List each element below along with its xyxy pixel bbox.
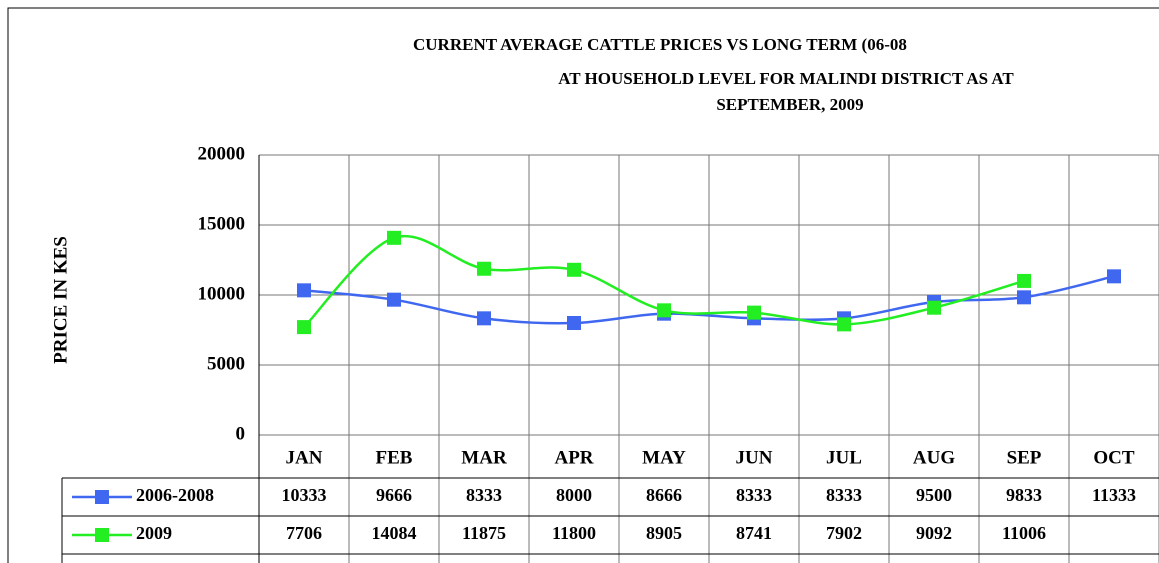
table-cell: 8000	[556, 485, 592, 505]
table-cell: 8333	[736, 485, 772, 505]
marker	[837, 317, 851, 332]
legend-marker	[95, 490, 109, 504]
table-cell: 8905	[646, 523, 682, 543]
table-cell: 9092	[916, 523, 952, 543]
marker	[387, 230, 401, 245]
table-cell: 8333	[826, 485, 862, 505]
x-tick-label: SEP	[1007, 447, 1042, 468]
marker	[387, 292, 401, 307]
y-tick-label: 20000	[198, 143, 246, 164]
table-cell: 8333	[466, 485, 502, 505]
y-tick-label: 15000	[198, 213, 246, 234]
series-line	[303, 234, 1025, 329]
table-cell: 9833	[1006, 485, 1042, 505]
table-cell: 11006	[1002, 523, 1046, 543]
marker	[657, 303, 671, 318]
table-cell: 9500	[916, 485, 952, 505]
chart-title: AT HOUSEHOLD LEVEL FOR MALINDI DISTRICT …	[558, 69, 1014, 88]
legend-marker	[95, 528, 109, 542]
marker	[927, 300, 941, 315]
marker	[297, 283, 311, 298]
table-cell: 11875	[462, 523, 506, 543]
table-cell: 7706	[286, 523, 322, 543]
chart-title: CURRENT AVERAGE CATTLE PRICES VS LONG TE…	[413, 35, 907, 54]
x-tick-label: APR	[554, 447, 593, 468]
marker	[567, 316, 581, 330]
series-line	[303, 275, 1115, 325]
table-cell: 8741	[736, 523, 772, 543]
table-cell: 7902	[826, 523, 862, 543]
table-cell: 9666	[376, 485, 412, 505]
table-cell: 11333	[1092, 485, 1136, 505]
legend-label: 2006-2008	[136, 485, 214, 505]
x-tick-label: JAN	[286, 447, 323, 468]
frame	[7, 7, 1159, 563]
legend-label: 2009	[136, 523, 172, 543]
x-tick-label: JUL	[826, 447, 862, 468]
marker	[477, 261, 491, 276]
marker	[1017, 273, 1031, 288]
table-cell: 11800	[552, 523, 596, 543]
marker	[1017, 290, 1031, 305]
x-tick-label: JUN	[736, 447, 773, 468]
marker	[477, 311, 491, 326]
y-axis-label: PRICE IN KES	[50, 236, 71, 364]
x-tick-label: OCT	[1093, 447, 1135, 468]
marker	[747, 305, 761, 320]
table-cell: 14084	[372, 523, 417, 543]
x-tick-label: MAY	[642, 447, 686, 468]
marker	[1107, 269, 1121, 284]
y-tick-label: 0	[236, 423, 246, 444]
x-tick-label: AUG	[913, 447, 955, 468]
table-cell: 8666	[646, 485, 682, 505]
y-tick-label: 10000	[198, 283, 246, 304]
chart-title: SEPTEMBER, 2009	[716, 95, 863, 114]
marker	[297, 320, 311, 335]
x-tick-label: MAR	[461, 447, 507, 468]
x-tick-label: FEB	[376, 447, 413, 468]
y-tick-label: 5000	[207, 353, 245, 374]
marker	[567, 262, 581, 277]
table-cell: 10333	[282, 485, 327, 505]
